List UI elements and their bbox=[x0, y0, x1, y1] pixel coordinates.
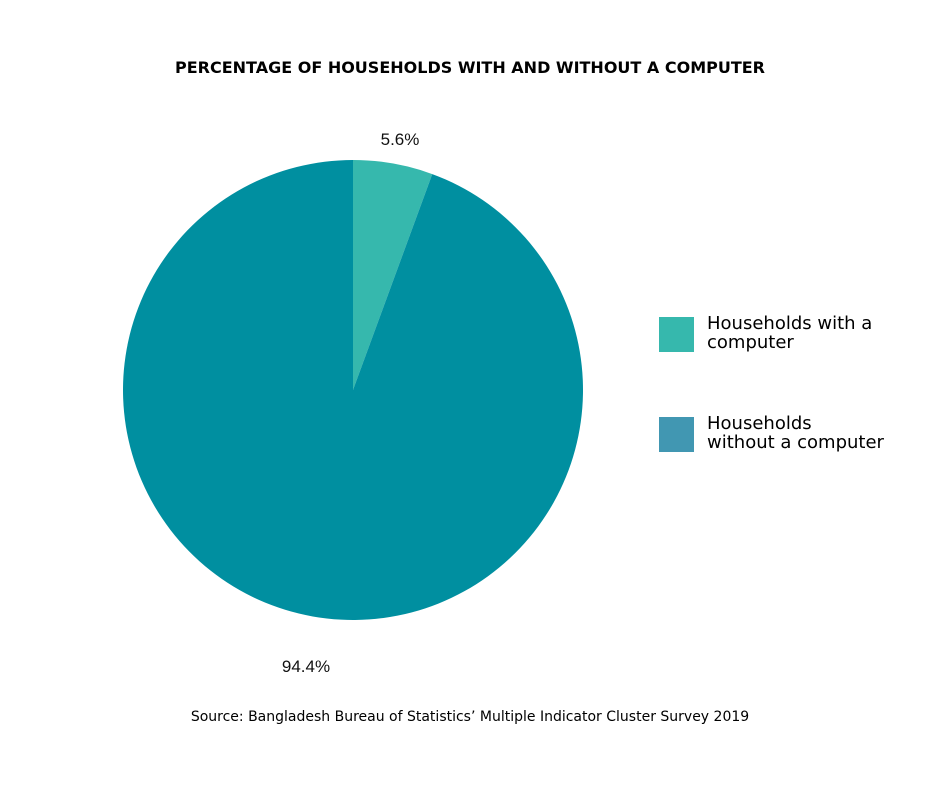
chart-title: PERCENTAGE OF HOUSEHOLDS WITH AND WITHOU… bbox=[174, 58, 765, 77]
legend-label-line: Households bbox=[707, 413, 812, 434]
legend-swatch-without-computer bbox=[659, 417, 694, 452]
data-label-with-computer: 5.6% bbox=[381, 130, 420, 149]
data-label-without-computer: 94.4% bbox=[282, 657, 330, 676]
source-note: Source: Bangladesh Bureau of Statistics’… bbox=[190, 709, 750, 725]
legend-label-without-computer: Households without a computer bbox=[707, 414, 917, 452]
legend-label-line: without a computer bbox=[707, 432, 884, 453]
legend-label-line: computer bbox=[707, 332, 794, 353]
pie-slice-with-computer bbox=[353, 160, 433, 390]
legend-swatch-with-computer bbox=[659, 317, 694, 352]
legend-label-line: Households with a bbox=[707, 313, 873, 334]
legend-label-with-computer: Households with a computer bbox=[707, 314, 917, 352]
pie-slice-without-computer bbox=[123, 160, 584, 621]
